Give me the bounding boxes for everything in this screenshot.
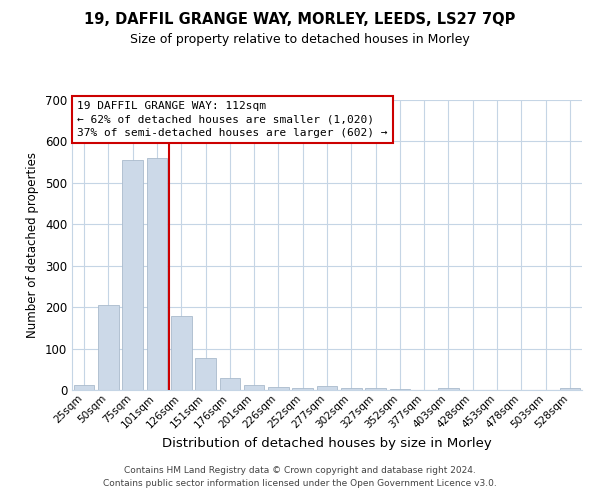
Bar <box>195 358 216 390</box>
Bar <box>220 378 240 390</box>
Bar <box>244 385 265 390</box>
Bar <box>146 158 167 390</box>
Text: Size of property relative to detached houses in Morley: Size of property relative to detached ho… <box>130 32 470 46</box>
Bar <box>122 160 143 390</box>
Bar <box>292 388 313 390</box>
Y-axis label: Number of detached properties: Number of detached properties <box>26 152 40 338</box>
Bar <box>317 386 337 390</box>
Bar <box>268 386 289 390</box>
Text: 19 DAFFIL GRANGE WAY: 112sqm
← 62% of detached houses are smaller (1,020)
37% of: 19 DAFFIL GRANGE WAY: 112sqm ← 62% of de… <box>77 102 388 138</box>
Text: 19, DAFFIL GRANGE WAY, MORLEY, LEEDS, LS27 7QP: 19, DAFFIL GRANGE WAY, MORLEY, LEEDS, LS… <box>85 12 515 28</box>
Bar <box>560 388 580 390</box>
Text: Contains HM Land Registry data © Crown copyright and database right 2024.
Contai: Contains HM Land Registry data © Crown c… <box>103 466 497 487</box>
Bar <box>98 305 119 390</box>
Bar <box>365 388 386 390</box>
Bar <box>438 388 459 390</box>
Bar <box>341 388 362 390</box>
Bar <box>171 316 191 390</box>
Bar <box>389 389 410 390</box>
Bar <box>74 385 94 390</box>
X-axis label: Distribution of detached houses by size in Morley: Distribution of detached houses by size … <box>162 436 492 450</box>
